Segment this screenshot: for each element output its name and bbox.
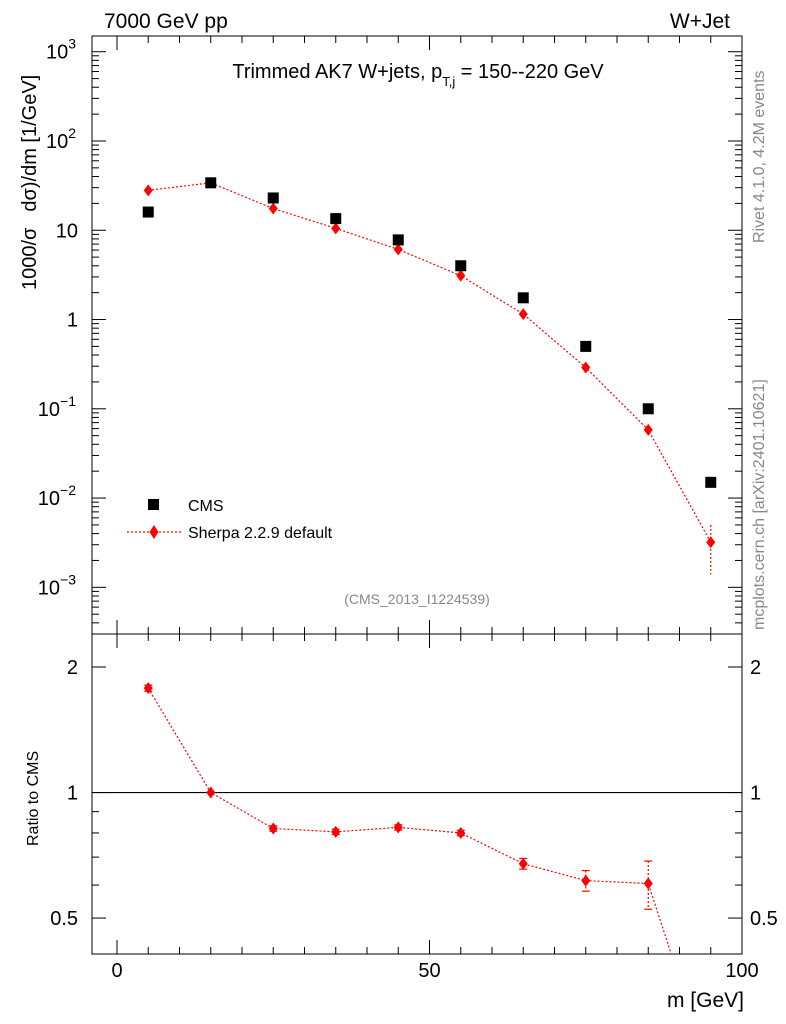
ratio-point bbox=[143, 682, 153, 695]
cms-point bbox=[330, 213, 342, 225]
legend-cms-label: CMS bbox=[188, 498, 224, 515]
cms-point bbox=[642, 403, 654, 415]
main-ytick-label: 102 bbox=[46, 125, 76, 153]
sherpa-point bbox=[706, 536, 716, 549]
ratio-ylabel: Ratio to CMS bbox=[25, 751, 42, 846]
cms-point bbox=[205, 177, 217, 189]
cms-point bbox=[267, 192, 279, 204]
sherpa-line bbox=[148, 182, 712, 543]
main-ylabel-b: dσ)/dm [1/GeV] bbox=[19, 75, 41, 212]
main-title: Trimmed AK7 W+jets, pT,j = 150--220 GeV bbox=[232, 61, 604, 89]
ratio-line bbox=[147, 687, 672, 955]
ratio-ytick-label-left: 0.5 bbox=[50, 908, 78, 930]
cms-point bbox=[580, 340, 592, 352]
main-ylabel: 1000/σ dσ)/dm [1/GeV] bbox=[19, 75, 41, 290]
cms-point bbox=[455, 260, 467, 272]
legend: CMS Sherpa 2.2.9 default bbox=[127, 498, 333, 542]
header-left: 7000 GeV pp bbox=[104, 10, 228, 33]
ratio-point bbox=[456, 826, 466, 839]
ratio-ytick-label-left: 1 bbox=[67, 783, 78, 805]
cms-point bbox=[705, 476, 717, 488]
cms-point bbox=[142, 206, 154, 218]
ratio-ytick-label-right: 0.5 bbox=[750, 908, 778, 930]
ratio-plot-frame bbox=[91, 633, 743, 955]
ratio-point bbox=[268, 822, 278, 835]
ratio-point bbox=[581, 874, 591, 887]
analysis-watermark: (CMS_2013_I1224539) bbox=[344, 591, 490, 607]
cms-point bbox=[517, 292, 529, 304]
main-ytick-label: 10−2 bbox=[38, 482, 76, 510]
main-ylabel-a: 1000/σ bbox=[19, 227, 41, 290]
sherpa-point bbox=[268, 202, 278, 215]
main-title-rest: = 150--220 GeV bbox=[455, 61, 604, 83]
header-right: W+Jet bbox=[670, 10, 730, 33]
main-plot-frame bbox=[91, 35, 743, 635]
ratio-ytick-label-right: 1 bbox=[750, 783, 761, 805]
ratio-ticks: 0 50 100 0.5 0.5 1 1 2 2 bbox=[50, 634, 778, 982]
mcplots-label: mcplots.cern.ch [arXiv:2401.10621] bbox=[751, 379, 768, 630]
ratio-point bbox=[518, 857, 528, 870]
ratio-point bbox=[393, 821, 403, 834]
sherpa-point bbox=[456, 269, 466, 282]
ratio-ytick-label-left: 2 bbox=[67, 657, 78, 679]
sherpa-point bbox=[581, 361, 591, 374]
main-ytick-label: 10−3 bbox=[38, 571, 76, 599]
ratio-series bbox=[143, 682, 672, 955]
main-title-text: Trimmed AK7 W+jets, p bbox=[232, 61, 442, 83]
ratio-ytick-label-right: 2 bbox=[750, 657, 761, 679]
legend-sherpa-label: Sherpa 2.2.9 default bbox=[188, 525, 333, 542]
ratio-point bbox=[331, 825, 341, 838]
ratio-xlabel: m [GeV] bbox=[667, 989, 744, 1012]
ratio-xtick-label: 100 bbox=[725, 960, 758, 982]
legend-cms-marker bbox=[148, 499, 159, 510]
main-title-sub: T,j bbox=[442, 74, 455, 89]
rivet-label: Rivet 4.1.0, 4.2M events bbox=[751, 70, 768, 243]
sherpa-point bbox=[331, 222, 341, 235]
main-ytick-label: 1 bbox=[67, 310, 78, 332]
sherpa-point bbox=[643, 423, 653, 436]
ratio-xtick-label: 0 bbox=[111, 960, 122, 982]
ratio-point bbox=[206, 786, 216, 799]
main-ytick-label: 103 bbox=[46, 36, 76, 64]
sherpa-point bbox=[393, 243, 403, 256]
sherpa-point bbox=[518, 308, 528, 321]
legend-sherpa-marker bbox=[149, 525, 159, 539]
main-ticks: 10−3 10−2 10−1 1 10 102 103 bbox=[38, 36, 743, 635]
sherpa-point bbox=[143, 184, 153, 197]
ratio-xtick-label: 50 bbox=[418, 960, 440, 982]
ratio-point bbox=[643, 877, 653, 890]
main-ytick-label: 10−1 bbox=[38, 393, 76, 421]
cms-point bbox=[392, 234, 404, 246]
main-ytick-label: 10 bbox=[56, 220, 78, 242]
main-series bbox=[142, 176, 717, 575]
